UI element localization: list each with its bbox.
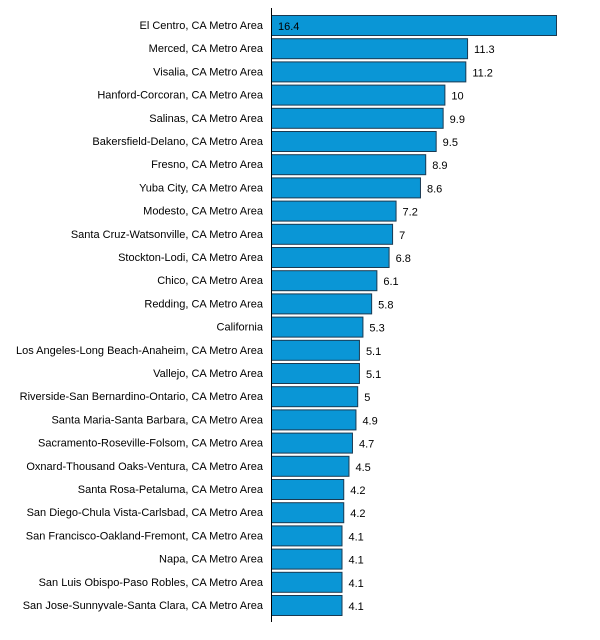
category-labels-layer: El Centro, CA Metro Area Merced, CA Metro… <box>16 20 264 612</box>
value-labels-layer: 16.4 11.3 11.2 10 9.9 9.5 8.9 8.6 7.2 7 6.8 6.1 5.8 5… <box>278 21 495 613</box>
category-label: San Diego-Chula Vista-Carlsbad, CA Metro… <box>27 507 264 519</box>
category-label: Merced, CA Metro Area <box>149 43 264 55</box>
data-label: 6.1 <box>383 276 398 288</box>
bar <box>271 571 343 593</box>
data-label: 5.8 <box>378 299 393 311</box>
bar <box>271 595 343 616</box>
category-label: El Centro, CA Metro Area <box>140 20 264 32</box>
category-label: San Luis Obispo-Paso Robles, CA Metro Ar… <box>39 577 264 589</box>
bar <box>271 131 437 152</box>
category-label: Salinas, CA Metro Area <box>149 113 264 125</box>
bar <box>271 293 373 315</box>
category-label: Hanford-Corcoran, CA Metro Area <box>97 90 264 102</box>
data-label: 4.1 <box>349 601 364 613</box>
bar <box>271 409 357 431</box>
category-label: Riverside-San Bernardino-Ontario, CA Met… <box>20 391 264 403</box>
bar <box>271 200 397 222</box>
category-label: Visalia, CA Metro Area <box>153 66 264 78</box>
data-label: 4.1 <box>349 578 364 590</box>
bar <box>271 15 557 36</box>
bar <box>271 84 446 106</box>
bar <box>271 177 421 199</box>
category-label: Napa, CA Metro Area <box>159 554 264 566</box>
data-label: 4.1 <box>349 531 364 543</box>
data-label: 8.9 <box>432 160 447 172</box>
data-label: 10 <box>451 91 463 103</box>
data-label: 4.5 <box>355 462 370 474</box>
bar <box>271 270 378 292</box>
bar <box>271 38 469 60</box>
bar <box>271 247 390 268</box>
category-label: Oxnard-Thousand Oaks-Ventura, CA Metro A… <box>26 461 264 473</box>
data-label: 8.6 <box>427 183 442 195</box>
bar <box>271 432 353 454</box>
category-label: Santa Cruz-Watsonville, CA Metro Area <box>71 229 264 241</box>
data-label: 11.3 <box>474 44 495 56</box>
data-label: 9.5 <box>443 137 458 149</box>
data-label: 4.9 <box>362 415 377 427</box>
data-label: 4.2 <box>350 485 365 497</box>
category-label: San Jose-Sunnyvale-Santa Clara, CA Metro… <box>23 600 264 612</box>
bar <box>271 339 360 361</box>
bars-layer <box>271 15 557 616</box>
bar <box>271 107 444 129</box>
category-label: Bakersfield-Delano, CA Metro Area <box>92 136 263 148</box>
category-label: Vallejo, CA Metro Area <box>153 368 264 380</box>
category-label: Santa Rosa-Petaluma, CA Metro Area <box>78 484 264 496</box>
data-label: 16.4 <box>278 21 299 33</box>
data-label: 5 <box>364 392 370 404</box>
bar <box>271 363 360 384</box>
data-label: 5.1 <box>366 346 381 358</box>
data-label: 11.2 <box>472 67 493 79</box>
category-label: Redding, CA Metro Area <box>144 298 264 310</box>
data-label: 7 <box>399 230 405 242</box>
bar <box>271 386 359 408</box>
category-label: Fresno, CA Metro Area <box>151 159 264 171</box>
category-label: Stockton-Lodi, CA Metro Area <box>118 252 264 264</box>
data-label: 6.8 <box>396 253 411 265</box>
data-label: 4.7 <box>359 439 374 451</box>
bar <box>271 61 467 83</box>
bar <box>271 223 394 245</box>
data-label: 7.2 <box>403 207 418 219</box>
category-label: Chico, CA Metro Area <box>157 275 264 287</box>
category-label: Sacramento-Roseville-Folsom, CA Metro Ar… <box>38 438 264 450</box>
bar <box>271 455 350 477</box>
bar <box>271 154 427 176</box>
data-label: 9.9 <box>450 114 465 126</box>
category-label: Yuba City, CA Metro Area <box>139 182 264 194</box>
category-label: San Francisco-Oakland-Fremont, CA Metro … <box>26 530 264 542</box>
bar <box>271 525 343 547</box>
category-label: California <box>217 322 264 334</box>
data-label: 4.2 <box>350 508 365 520</box>
category-label: Santa Maria-Santa Barbara, CA Metro Area <box>51 414 263 426</box>
bar <box>271 479 345 500</box>
category-label: Los Angeles-Long Beach-Anaheim, CA Metro… <box>16 345 264 357</box>
bar <box>271 316 364 338</box>
data-label: 4.1 <box>349 555 364 567</box>
data-label: 5.1 <box>366 369 381 381</box>
category-label: Modesto, CA Metro Area <box>143 206 264 218</box>
data-label: 5.3 <box>369 323 384 335</box>
bar <box>271 502 345 524</box>
bar <box>271 548 343 570</box>
